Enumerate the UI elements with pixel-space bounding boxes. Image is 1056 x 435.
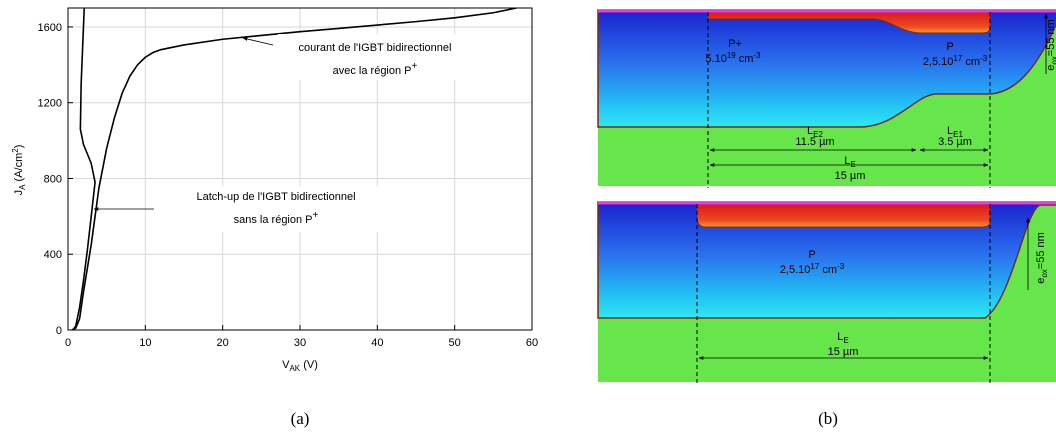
y-label-end: ) (13, 145, 25, 149)
oxide-symbol: e (1035, 278, 1047, 284)
x-tick-label: 40 (371, 337, 383, 349)
oxide-value: =55 nm (1035, 232, 1047, 269)
length-value: 3.5 µm (938, 136, 972, 148)
doping-sup: 17 (810, 262, 819, 271)
length-label: LE1 (947, 125, 963, 139)
x-label-unit: (V) (300, 359, 318, 371)
region-label: P (808, 249, 815, 261)
annotation: Latch-up de l'IGBT bidirectionnel (196, 191, 355, 203)
length-value: 15 µm (835, 170, 866, 182)
y-axis-label: JA (A/cm2) (11, 145, 27, 196)
curves (71, 8, 517, 330)
length-value: 15 µm (828, 346, 859, 358)
length-sub: E (843, 336, 848, 345)
device-cross-sections: P+ 5.1019 cm-3 P 2,5.1017 cm-3 LE2 11.5 … (597, 9, 1056, 384)
annotation: courant de l'IGBT bidirectionnel (299, 42, 452, 54)
y-label-main: J (13, 190, 25, 196)
region-label: P (946, 41, 953, 53)
y-tick-label: 1600 (38, 22, 62, 34)
annotation-sup: + (313, 210, 319, 221)
y-label-sup: 2 (11, 148, 20, 153)
region-label: P+ (728, 38, 742, 50)
curve (71, 8, 517, 330)
x-tick-label: 60 (526, 337, 538, 349)
doping-sup: -3 (837, 262, 845, 271)
y-tick-label: 0 (56, 325, 62, 337)
annotation-text: avec la région P (333, 65, 412, 77)
caption: (a) (291, 409, 310, 428)
doping-sup: 17 (953, 54, 962, 63)
x-tick-label: 10 (139, 337, 151, 349)
caption: (b) (818, 409, 838, 428)
x-tick-label: 50 (449, 337, 461, 349)
length-symbol: L (844, 155, 850, 167)
doping-unit: cm (962, 56, 980, 68)
y-label-unit: (A/cm (13, 153, 25, 185)
y-tick-label: 800 (44, 173, 62, 185)
length-sub: E2 (813, 130, 823, 139)
doping-text: 2,5.10 (923, 56, 954, 68)
n-plus-region (696, 203, 991, 228)
length-value: 11.5 µm (795, 136, 834, 148)
chart-a: VAK (V) JA (A/cm2) courant de l'IGBT bid… (11, 7, 538, 373)
annotation-box (278, 34, 478, 80)
length-label: LE (844, 155, 855, 169)
doping-unit: cm (736, 53, 754, 65)
doping-label: 5.1019 cm-3 (705, 51, 761, 65)
oxide-label: eox=55 nm (1045, 19, 1056, 71)
oxide-sub: ox (1040, 269, 1049, 277)
doping-unit: cm (819, 264, 837, 276)
length-symbol: L (947, 125, 953, 137)
x-tick-label: 0 (65, 337, 71, 349)
x-tick-label: 30 (294, 337, 306, 349)
annotation-box (170, 186, 382, 232)
doping-text: 2,5.10 (780, 264, 811, 276)
curve (72, 8, 96, 330)
y-label-sub: A (18, 184, 27, 190)
annotation: sans la région P+ (234, 210, 319, 226)
length-label: LE (837, 331, 848, 345)
oxide-symbol: e (1045, 65, 1056, 71)
length-symbol: L (837, 331, 843, 343)
oxide-sub: ox (1050, 56, 1056, 64)
doping-sup: -3 (753, 51, 761, 60)
oxide-label: eox=55 nm (1035, 232, 1049, 284)
doping-sup: 19 (727, 51, 736, 60)
x-label-main: V (282, 359, 290, 371)
annotation-text: sans la région P (234, 214, 313, 226)
annotation-sup: + (412, 61, 418, 72)
x-label-sub: AK (289, 364, 300, 373)
length-sub: E (850, 160, 855, 169)
x-tick-label: 20 (217, 337, 229, 349)
length-label: LE2 (807, 125, 823, 139)
p-region (597, 9, 1056, 128)
length-symbol: L (807, 125, 813, 137)
annotation-arrow (242, 37, 274, 46)
y-tick-label: 400 (44, 249, 62, 261)
doping-label: 2,5.1017 cm-3 (780, 262, 845, 276)
doping-text: 5.10 (705, 53, 726, 65)
doping-label: 2,5.1017 cm-3 (923, 54, 988, 68)
x-axis-label: VAK (V) (282, 359, 318, 373)
y-tick-label: 1200 (38, 98, 62, 110)
p-region (597, 201, 1056, 319)
oxide-value: =55 nm (1045, 19, 1056, 56)
annotation: avec la région P+ (333, 61, 418, 77)
length-sub: E1 (953, 130, 963, 139)
doping-sup: -3 (980, 54, 988, 63)
